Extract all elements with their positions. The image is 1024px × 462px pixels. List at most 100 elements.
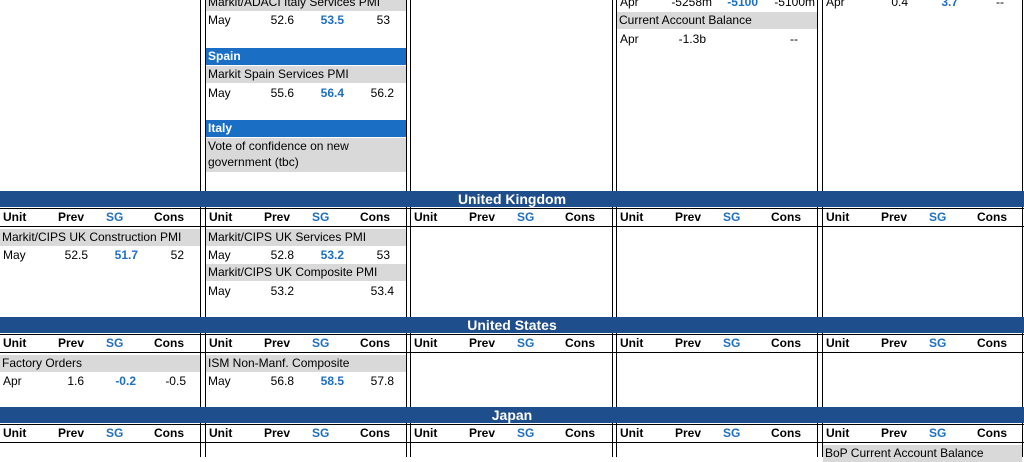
col-header-unit: Unit — [3, 210, 27, 224]
col-header-unit: Unit — [826, 210, 850, 224]
col-header-cons: Cons — [977, 426, 1007, 440]
col-divider — [616, 0, 617, 457]
col-header-prev: Prev — [264, 210, 291, 224]
event-sg: -5100 — [727, 0, 758, 9]
col-header-unit: Unit — [209, 336, 233, 350]
col-header-unit: Unit — [620, 210, 644, 224]
event-prev: 0.4 — [891, 0, 908, 9]
section-italy: Italy — [206, 120, 406, 137]
event-sg: 58.5 — [320, 374, 344, 388]
divider — [0, 334, 1024, 335]
col-header-sg: SG — [312, 336, 330, 350]
col-header-sg: SG — [517, 336, 535, 350]
col-divider — [612, 0, 613, 457]
col-header-sg: SG — [517, 426, 535, 440]
col-header-prev: Prev — [58, 336, 85, 350]
col-header-prev: Prev — [881, 336, 908, 350]
col-header-cons: Cons — [565, 210, 595, 224]
event-label: Factory Orders — [0, 355, 200, 372]
col-header-sg: SG — [312, 426, 330, 440]
col-header-sg: SG — [312, 210, 330, 224]
col-header-unit: Unit — [209, 426, 233, 440]
event-label: ISM Non-Manf. Composite — [206, 355, 406, 372]
col-header-unit: Unit — [620, 336, 644, 350]
col-divider — [205, 0, 206, 457]
col-header-unit: Unit — [3, 426, 27, 440]
divider — [0, 352, 1024, 353]
col-header-prev: Prev — [469, 210, 496, 224]
col-header-sg: SG — [929, 336, 947, 350]
event-prev: 55.6 — [270, 86, 294, 100]
event-period: May — [208, 374, 231, 388]
event-period: Apr — [826, 0, 845, 9]
col-header-unit: Unit — [414, 336, 438, 350]
col-header-prev: Prev — [58, 210, 85, 224]
event-label: Markit/ADACI Italy Services PMI — [206, 0, 406, 11]
col-header-prev: Prev — [881, 210, 908, 224]
col-header-cons: Cons — [360, 336, 390, 350]
event-prev: 52.5 — [64, 248, 88, 262]
divider — [0, 424, 1024, 425]
col-header-unit: Unit — [414, 210, 438, 224]
event-sg: 3.7 — [941, 0, 958, 9]
event-prev: 53.2 — [270, 284, 294, 298]
col-header-prev: Prev — [264, 336, 291, 350]
col-header-sg: SG — [106, 210, 124, 224]
divider — [0, 442, 1024, 443]
event-label: Current Account Balance — [617, 12, 817, 29]
event-label: Markit/CIPS UK Services PMI — [206, 229, 406, 246]
event-period: May — [208, 13, 231, 27]
event-label: Markit/CIPS UK Composite PMI — [206, 264, 406, 281]
col-header-prev: Prev — [881, 426, 908, 440]
event-cons: 57.8 — [370, 374, 394, 388]
event-prev: 52.6 — [270, 13, 294, 27]
col-header-cons: Cons — [977, 336, 1007, 350]
col-header-sg: SG — [929, 426, 947, 440]
col-header-prev: Prev — [469, 336, 496, 350]
col-header-cons: Cons — [771, 426, 801, 440]
col-divider — [822, 0, 823, 457]
col-divider — [1022, 0, 1023, 457]
col-divider — [410, 0, 411, 457]
col-header-cons: Cons — [771, 210, 801, 224]
col-header-sg: SG — [106, 426, 124, 440]
event-prev: -5258m — [671, 0, 712, 9]
event-period: Apr — [620, 32, 639, 46]
event-period: May — [208, 86, 231, 100]
col-header-cons: Cons — [154, 210, 184, 224]
col-header-cons: Cons — [154, 336, 184, 350]
event-sg: 56.4 — [320, 86, 344, 100]
col-header-cons: Cons — [360, 426, 390, 440]
col-header-cons: Cons — [565, 336, 595, 350]
col-header-unit: Unit — [826, 426, 850, 440]
divider — [0, 208, 1024, 209]
event-period: Apr — [620, 0, 639, 9]
col-header-cons: Cons — [360, 210, 390, 224]
col-header-sg: SG — [106, 336, 124, 350]
col-header-unit: Unit — [209, 210, 233, 224]
col-header-sg: SG — [723, 426, 741, 440]
event-sg: 53.5 — [320, 13, 344, 27]
event-sg: -0.2 — [115, 374, 136, 388]
event-label: Vote of confidence on new government (tb… — [206, 138, 406, 172]
country-header-uk: United Kingdom — [0, 191, 1024, 207]
event-label: Markit Spain Services PMI — [206, 66, 406, 83]
col-header-sg: SG — [929, 210, 947, 224]
event-label: BoP Current Account Balance — [823, 445, 1022, 462]
event-prev: 56.8 — [270, 374, 294, 388]
col-header-sg: SG — [723, 336, 741, 350]
event-cons: -0.5 — [165, 374, 186, 388]
event-sg: 53.2 — [320, 248, 344, 262]
event-cons: 53 — [376, 13, 390, 27]
col-header-cons: Cons — [977, 210, 1007, 224]
event-prev: -1.3b — [678, 32, 706, 46]
col-header-prev: Prev — [675, 210, 702, 224]
event-cons: -- — [790, 32, 798, 46]
col-header-sg: SG — [517, 210, 535, 224]
section-spain: Spain — [206, 48, 406, 65]
event-cons: -5100m — [774, 0, 815, 9]
col-header-prev: Prev — [264, 426, 291, 440]
event-period: May — [208, 284, 231, 298]
event-label: Markit/CIPS UK Construction PMI — [0, 229, 200, 246]
event-prev: 1.6 — [67, 374, 84, 388]
